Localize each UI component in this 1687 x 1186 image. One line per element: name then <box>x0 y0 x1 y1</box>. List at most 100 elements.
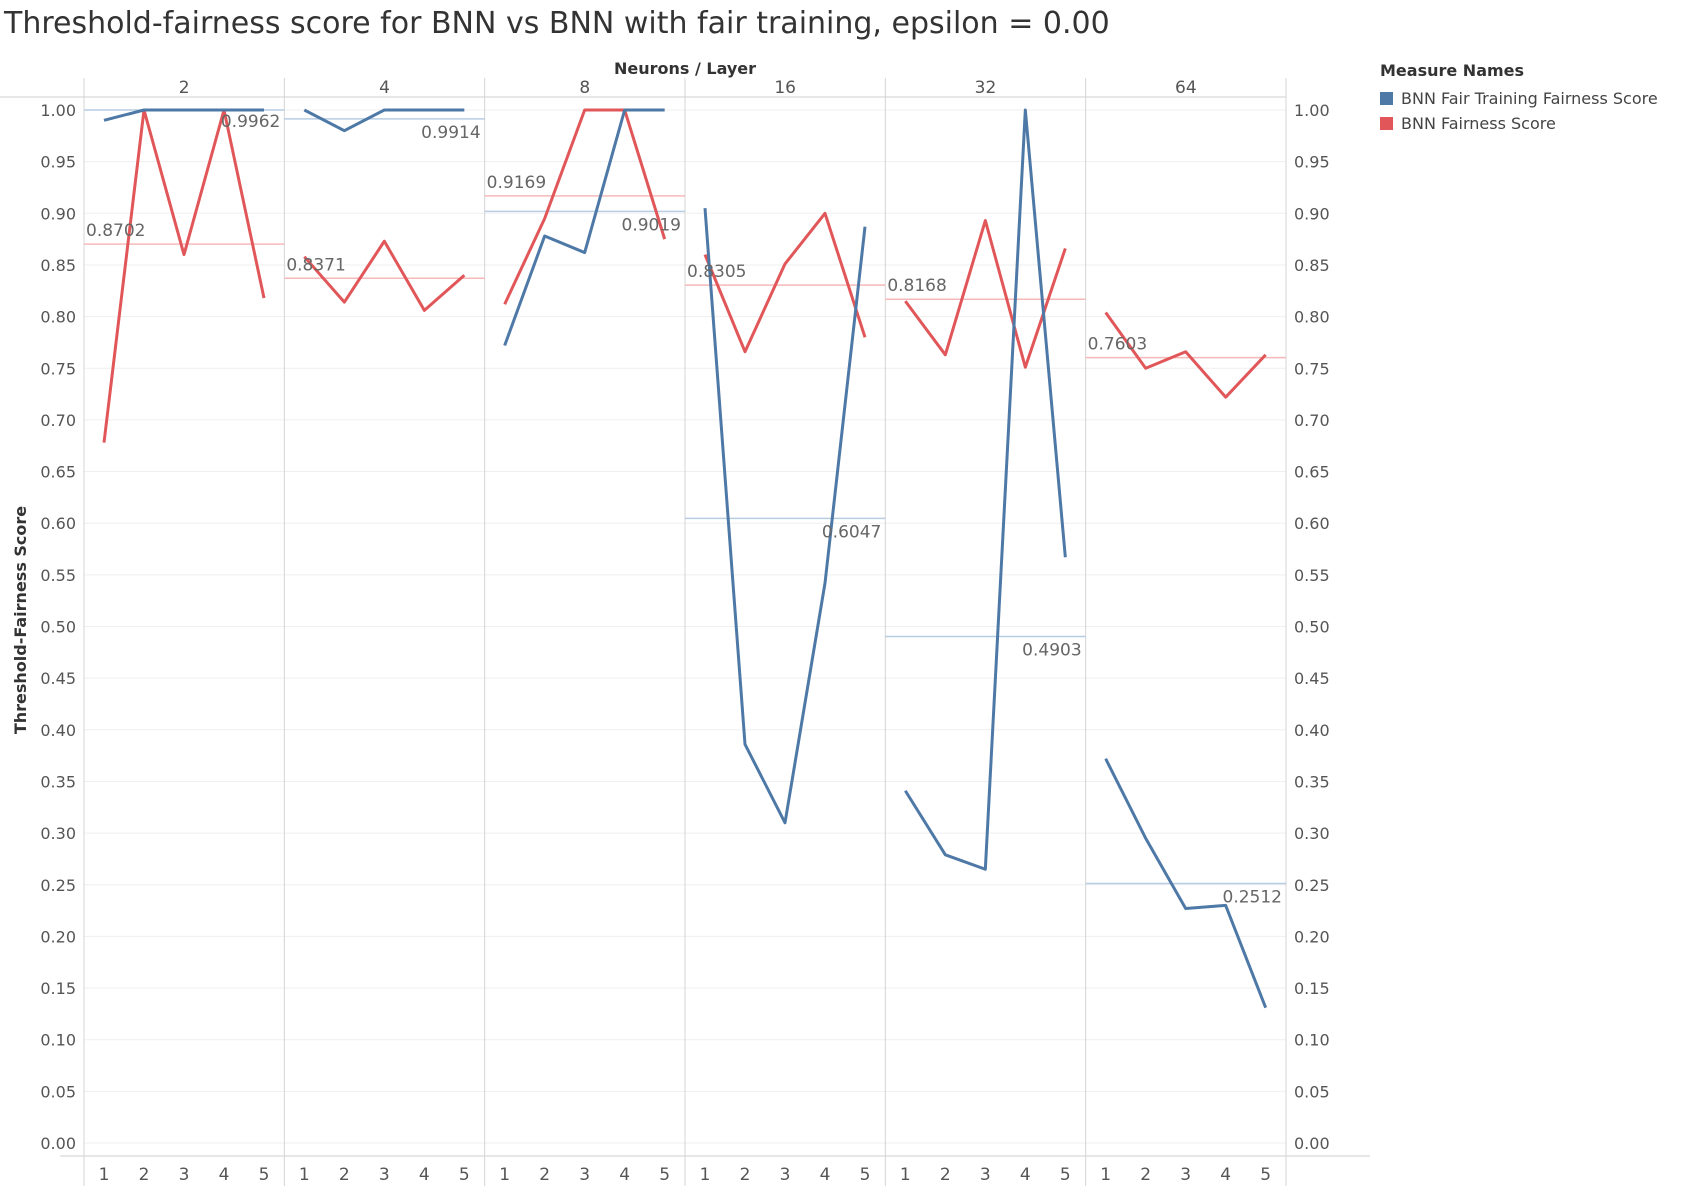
x-tick-label: 1 <box>1100 1165 1111 1185</box>
x-tick-label: 4 <box>419 1165 430 1185</box>
y-tick-label-right: 0.50 <box>1294 618 1330 637</box>
fair-training-series-line <box>303 108 465 133</box>
x-tick-label: 3 <box>1180 1165 1191 1185</box>
fairness-series-line <box>503 108 667 305</box>
x-tick-label: 1 <box>299 1165 310 1185</box>
panel-header-label: 2 <box>179 78 190 98</box>
fairness-series-line <box>703 211 867 354</box>
x-tick-label: 3 <box>780 1165 791 1185</box>
x-tick-label: 4 <box>820 1165 831 1185</box>
x-tick-label: 5 <box>860 1165 871 1185</box>
y-tick-label-right: 0.05 <box>1294 1082 1330 1101</box>
panel-header-label: 16 <box>774 78 796 98</box>
y-tick-label-left: 0.45 <box>40 669 76 688</box>
fairness-reference-label: 0.9169 <box>487 173 546 193</box>
y-tick-label-right: 0.55 <box>1294 566 1330 585</box>
fair-training-reference-label: 0.9019 <box>622 215 681 235</box>
y-tick-label-left: 0.90 <box>40 204 76 223</box>
y-tick-label-right: 0.65 <box>1294 463 1330 482</box>
y-axis-title: Threshold-Fairness Score <box>11 506 30 734</box>
x-tick-label: 5 <box>659 1165 670 1185</box>
y-tick-label-right: 0.00 <box>1294 1134 1330 1153</box>
y-tick-label-left: 0.00 <box>40 1134 76 1153</box>
x-tick-label: 2 <box>740 1165 751 1185</box>
legend-item-fairness[interactable]: BNN Fairness Score <box>1380 111 1658 136</box>
x-tick-label: 4 <box>1020 1165 1031 1185</box>
panel-header-label: 32 <box>975 78 997 98</box>
x-tick-label: 5 <box>1260 1165 1271 1185</box>
y-tick-label-left: 0.30 <box>40 824 76 843</box>
x-tick-label: 3 <box>579 1165 590 1185</box>
x-tick-label: 5 <box>459 1165 470 1185</box>
fair-training-series-line <box>103 108 264 122</box>
y-tick-label-left: 0.10 <box>40 1031 76 1050</box>
fairness-reference-label: 0.7603 <box>1088 335 1147 355</box>
panel-header-label: 8 <box>579 78 590 98</box>
fair-training-reference-label: 0.4903 <box>1022 641 1081 661</box>
y-tick-label-right: 0.40 <box>1294 721 1330 740</box>
y-tick-label-left: 0.65 <box>40 463 76 482</box>
x-tick-label: 4 <box>1220 1165 1231 1185</box>
x-tick-label: 2 <box>1140 1165 1151 1185</box>
x-tick-label: 1 <box>499 1165 510 1185</box>
y-tick-label-left: 0.15 <box>40 979 76 998</box>
fair-training-reference-label: 0.2512 <box>1223 888 1282 908</box>
fair-training-series-line <box>503 108 665 347</box>
y-tick-label-left: 0.20 <box>40 927 76 946</box>
y-tick-label-right: 0.20 <box>1294 927 1330 946</box>
y-tick-label-left: 1.00 <box>40 101 76 120</box>
panel-header-label: 4 <box>379 78 390 98</box>
x-tick-label: 1 <box>99 1165 110 1185</box>
y-tick-label-right: 0.10 <box>1294 1031 1330 1050</box>
y-tick-label-left: 0.55 <box>40 566 76 585</box>
fair-training-series-line <box>703 208 867 825</box>
panel-header-label: 64 <box>1175 78 1197 98</box>
x-tick-label: 3 <box>379 1165 390 1185</box>
legend-label-fair-training: BNN Fair Training Fairness Score <box>1401 89 1658 108</box>
fairness-series-line <box>1104 311 1267 399</box>
y-tick-label-left: 0.50 <box>40 618 76 637</box>
y-tick-label-left: 0.75 <box>40 359 76 378</box>
legend-item-fair-training[interactable]: BNN Fair Training Fairness Score <box>1380 86 1658 111</box>
y-tick-label-right: 0.80 <box>1294 308 1330 327</box>
y-tick-label-left: 0.05 <box>40 1082 76 1101</box>
chart-title: Threshold-fairness score for BNN vs BNN … <box>4 6 1110 41</box>
x-tick-label: 1 <box>900 1165 911 1185</box>
y-tick-label-right: 0.35 <box>1294 772 1330 791</box>
fairness-series-line <box>904 219 1067 369</box>
x-tick-label: 5 <box>259 1165 270 1185</box>
y-tick-label-right: 0.15 <box>1294 979 1330 998</box>
x-tick-label: 5 <box>1060 1165 1071 1185</box>
x-tick-label: 2 <box>940 1165 951 1185</box>
x-tick-label: 2 <box>139 1165 150 1185</box>
x-tick-label: 3 <box>980 1165 991 1185</box>
x-tick-label: 4 <box>619 1165 630 1185</box>
fair-training-reference-label: 0.9914 <box>421 123 480 143</box>
fairness-reference-label: 0.8702 <box>86 221 145 241</box>
y-tick-label-right: 0.75 <box>1294 359 1330 378</box>
y-tick-label-left: 0.40 <box>40 721 76 740</box>
y-tick-label-right: 0.95 <box>1294 153 1330 172</box>
y-tick-label-left: 0.95 <box>40 153 76 172</box>
fairness-reference-label: 0.8168 <box>887 276 946 296</box>
y-tick-label-left: 0.35 <box>40 772 76 791</box>
y-tick-label-right: 0.90 <box>1294 204 1330 223</box>
x-tick-label: 4 <box>219 1165 230 1185</box>
fairness-series-line <box>102 108 266 443</box>
y-tick-label-right: 0.45 <box>1294 669 1330 688</box>
fair-training-reference-label: 0.9962 <box>221 112 280 132</box>
y-tick-label-right: 0.70 <box>1294 411 1330 430</box>
x-tick-label: 1 <box>700 1165 711 1185</box>
fairness-series-line <box>303 239 466 312</box>
legend-swatch-fair-training <box>1380 92 1393 105</box>
fair-training-series-line <box>1104 758 1268 1009</box>
legend-label-fairness: BNN Fairness Score <box>1401 114 1556 133</box>
fairness-reference-label: 0.8371 <box>286 255 345 275</box>
y-tick-label-left: 0.70 <box>40 411 76 430</box>
fair-training-series-line <box>904 108 1067 871</box>
fair-training-reference-label: 0.6047 <box>822 522 881 542</box>
y-tick-label-left: 0.25 <box>40 876 76 895</box>
x-tick-label: 3 <box>179 1165 190 1185</box>
y-tick-label-right: 1.00 <box>1294 101 1330 120</box>
